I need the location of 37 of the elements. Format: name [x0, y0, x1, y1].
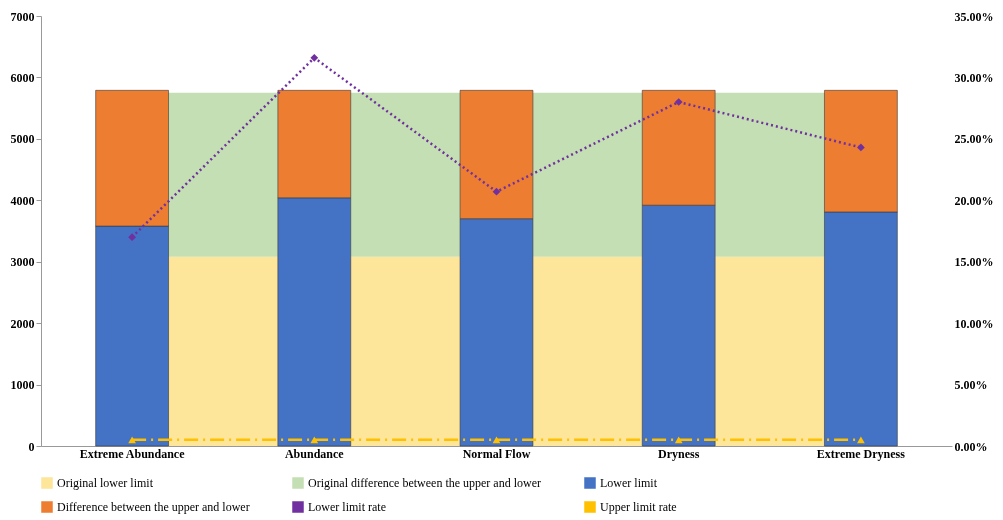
y-tick-label: 7000: [10, 9, 35, 24]
x-tick-label: Dryness: [658, 446, 700, 461]
y-tick-label: 0: [28, 439, 35, 454]
legend-label: Lower limit: [600, 476, 658, 490]
point: [492, 187, 501, 196]
point: [128, 233, 136, 242]
x-tick-label: Extreme Abundance: [79, 446, 186, 461]
y-tick-label: 3000: [10, 255, 35, 270]
legend-label: Upper limit rate: [600, 500, 677, 514]
legend-label: Lower limit rate: [308, 500, 386, 514]
y-tick-label: 6000: [10, 70, 35, 85]
point: [857, 143, 865, 152]
point: [674, 436, 683, 444]
y2-tick-label: 5.00%: [954, 378, 988, 393]
point: [857, 436, 865, 444]
y2-tick-label: 30.00%: [954, 70, 994, 85]
legend-label: Original difference between the upper and lower: [308, 476, 542, 490]
y-tick-label: 4000: [10, 193, 35, 208]
y2-tick-label: 10.00%: [954, 316, 994, 331]
y2-tick-label: 35.00%: [954, 9, 994, 24]
y2-tick-label: 20.00%: [954, 193, 994, 208]
x-tick-label: Abundance: [284, 446, 345, 461]
point: [310, 53, 319, 62]
y-tick-label: 5000: [10, 132, 35, 147]
legend-label: Difference between the upper and lower: [57, 500, 250, 514]
point: [492, 436, 501, 444]
y2-tick-label: 15.00%: [954, 255, 994, 270]
y2-tick-label: 25.00%: [954, 132, 994, 147]
y2-tick-label: 0.00%: [954, 439, 988, 454]
point: [310, 436, 319, 444]
legend-label: Original lower limit: [57, 476, 154, 490]
x-tick-label: Extreme Dryness: [816, 446, 906, 461]
y-tick-label: 1000: [10, 378, 35, 393]
point: [128, 436, 136, 444]
x-tick-label: Normal Flow: [462, 446, 531, 461]
point: [674, 98, 683, 106]
y-tick-label: 2000: [10, 316, 35, 331]
